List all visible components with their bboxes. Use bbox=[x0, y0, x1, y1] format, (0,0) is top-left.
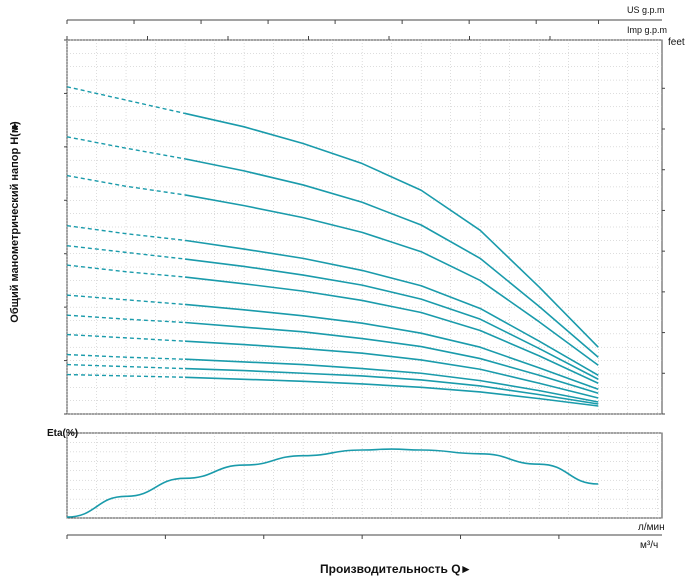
eta-plot-frame bbox=[66, 432, 663, 519]
head-curve bbox=[185, 358, 599, 403]
head-curve-dashed bbox=[66, 333, 186, 342]
head-curve-dashed bbox=[66, 373, 186, 378]
top-axis-imp-label: Imp g.p.m bbox=[627, 25, 667, 35]
head-curve-dashed bbox=[66, 174, 186, 196]
head-curves bbox=[66, 86, 599, 407]
efficiency-curve-group bbox=[66, 448, 599, 518]
head-curve bbox=[185, 340, 599, 399]
x-axis-label: Производительность Q bbox=[320, 562, 461, 576]
head-curve-dashed bbox=[66, 294, 186, 306]
efficiency-chart-grid bbox=[66, 432, 663, 539]
head-curve-dashed bbox=[66, 136, 186, 160]
top-axis-us-label: US g.p.m bbox=[627, 5, 665, 15]
y-axis-arrow: ► bbox=[9, 121, 21, 132]
head-curve bbox=[184, 194, 599, 366]
y-axis-label: Общий манометрический напор H(м) bbox=[9, 121, 21, 323]
head-curve-dashed bbox=[66, 314, 186, 324]
y-axis-right-label: feet bbox=[668, 37, 685, 48]
efficiency-curve bbox=[66, 448, 599, 518]
head-curve bbox=[184, 276, 599, 385]
head-curve-dashed bbox=[66, 264, 186, 278]
head-chart-grid bbox=[64, 19, 665, 415]
head-curve-dashed bbox=[66, 245, 186, 260]
head-curve bbox=[184, 239, 599, 376]
head-curve bbox=[184, 303, 599, 391]
head-curve bbox=[184, 158, 599, 358]
head-curve-dashed bbox=[66, 86, 186, 115]
head-curve bbox=[185, 376, 599, 407]
head-curve-dashed bbox=[66, 353, 186, 360]
x-unit-m3h: м³/ч bbox=[640, 540, 658, 551]
head-curve bbox=[184, 321, 599, 395]
head-curve-dashed bbox=[66, 363, 186, 370]
head-curve bbox=[184, 112, 599, 348]
eta-axis-label: Eta(%) bbox=[47, 428, 78, 439]
head-curve bbox=[184, 258, 599, 380]
x-axis-arrow: ► bbox=[460, 562, 472, 576]
x-unit-lmin: л/мин bbox=[638, 522, 665, 533]
head-curve-dashed bbox=[66, 224, 186, 242]
head-curve bbox=[185, 367, 599, 405]
axis-labels: Общий манометрический напор H(м) ► feet … bbox=[9, 5, 685, 576]
